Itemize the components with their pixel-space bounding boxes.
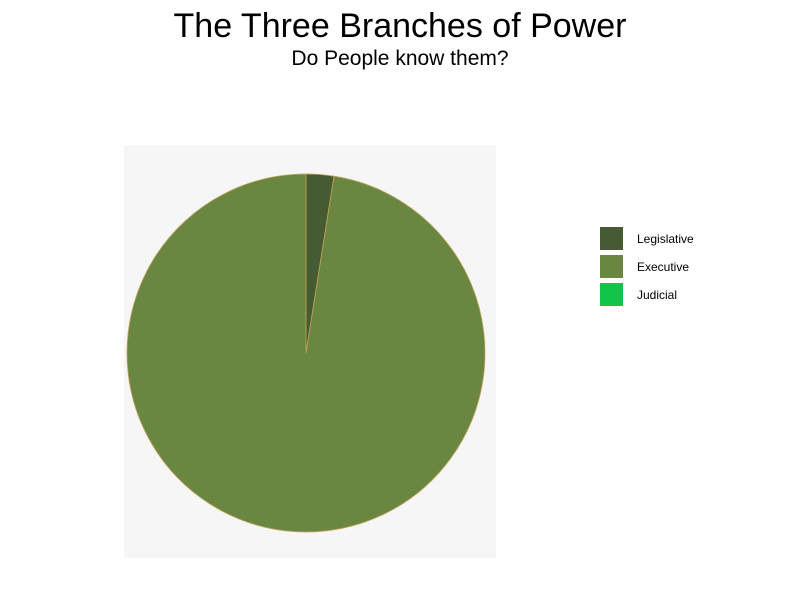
- legend-label-judicial: Judicial: [637, 288, 678, 302]
- plot-area: [124, 145, 496, 558]
- legend-label-legislative: Legislative: [637, 232, 694, 246]
- legend-swatch-legislative: [600, 227, 623, 250]
- chart-subtitle: Do People know them?: [291, 47, 509, 70]
- pie-slices: [126, 173, 486, 533]
- pie-slice-executive: [126, 173, 486, 533]
- legend-swatch-judicial: [600, 283, 623, 306]
- chart-title: The Three Branches of Power: [173, 7, 627, 45]
- legend-swatch-executive: [600, 255, 623, 278]
- legend-label-executive: Executive: [637, 260, 690, 274]
- pie-chart: [126, 173, 486, 533]
